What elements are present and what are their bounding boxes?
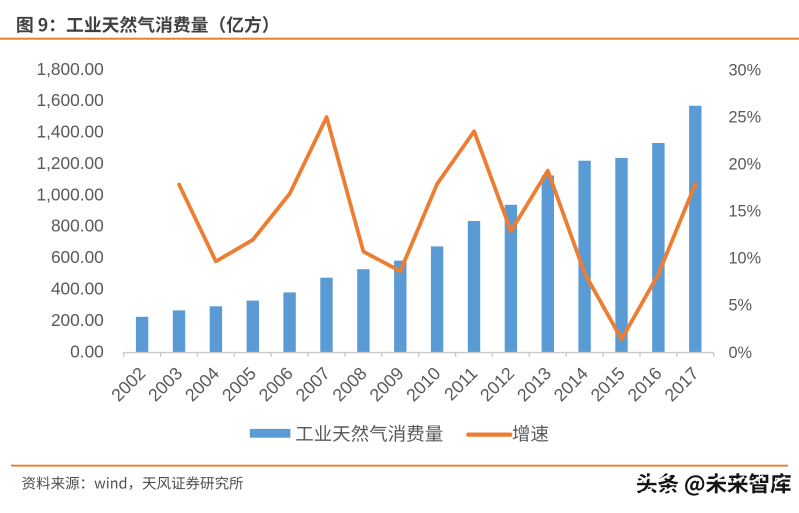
svg-text:1,000.00: 1,000.00 (37, 184, 104, 204)
svg-text:0.00: 0.00 (70, 341, 104, 361)
svg-text:600.00: 600.00 (51, 247, 104, 267)
svg-text:1,400.00: 1,400.00 (37, 122, 104, 142)
svg-text:1,200.00: 1,200.00 (37, 153, 104, 173)
svg-text:15%: 15% (729, 203, 762, 221)
svg-text:800.00: 800.00 (51, 216, 104, 236)
svg-text:30%: 30% (729, 61, 762, 79)
svg-text:0%: 0% (729, 344, 753, 362)
svg-text:1,600.00: 1,600.00 (37, 90, 104, 110)
svg-text:25%: 25% (729, 108, 762, 126)
svg-text:5%: 5% (729, 297, 753, 315)
svg-text:200.00: 200.00 (51, 310, 104, 330)
svg-text:1,800.00: 1,800.00 (37, 59, 104, 79)
svg-text:400.00: 400.00 (51, 279, 104, 299)
svg-text:10%: 10% (729, 250, 762, 268)
svg-text:20%: 20% (729, 156, 762, 174)
